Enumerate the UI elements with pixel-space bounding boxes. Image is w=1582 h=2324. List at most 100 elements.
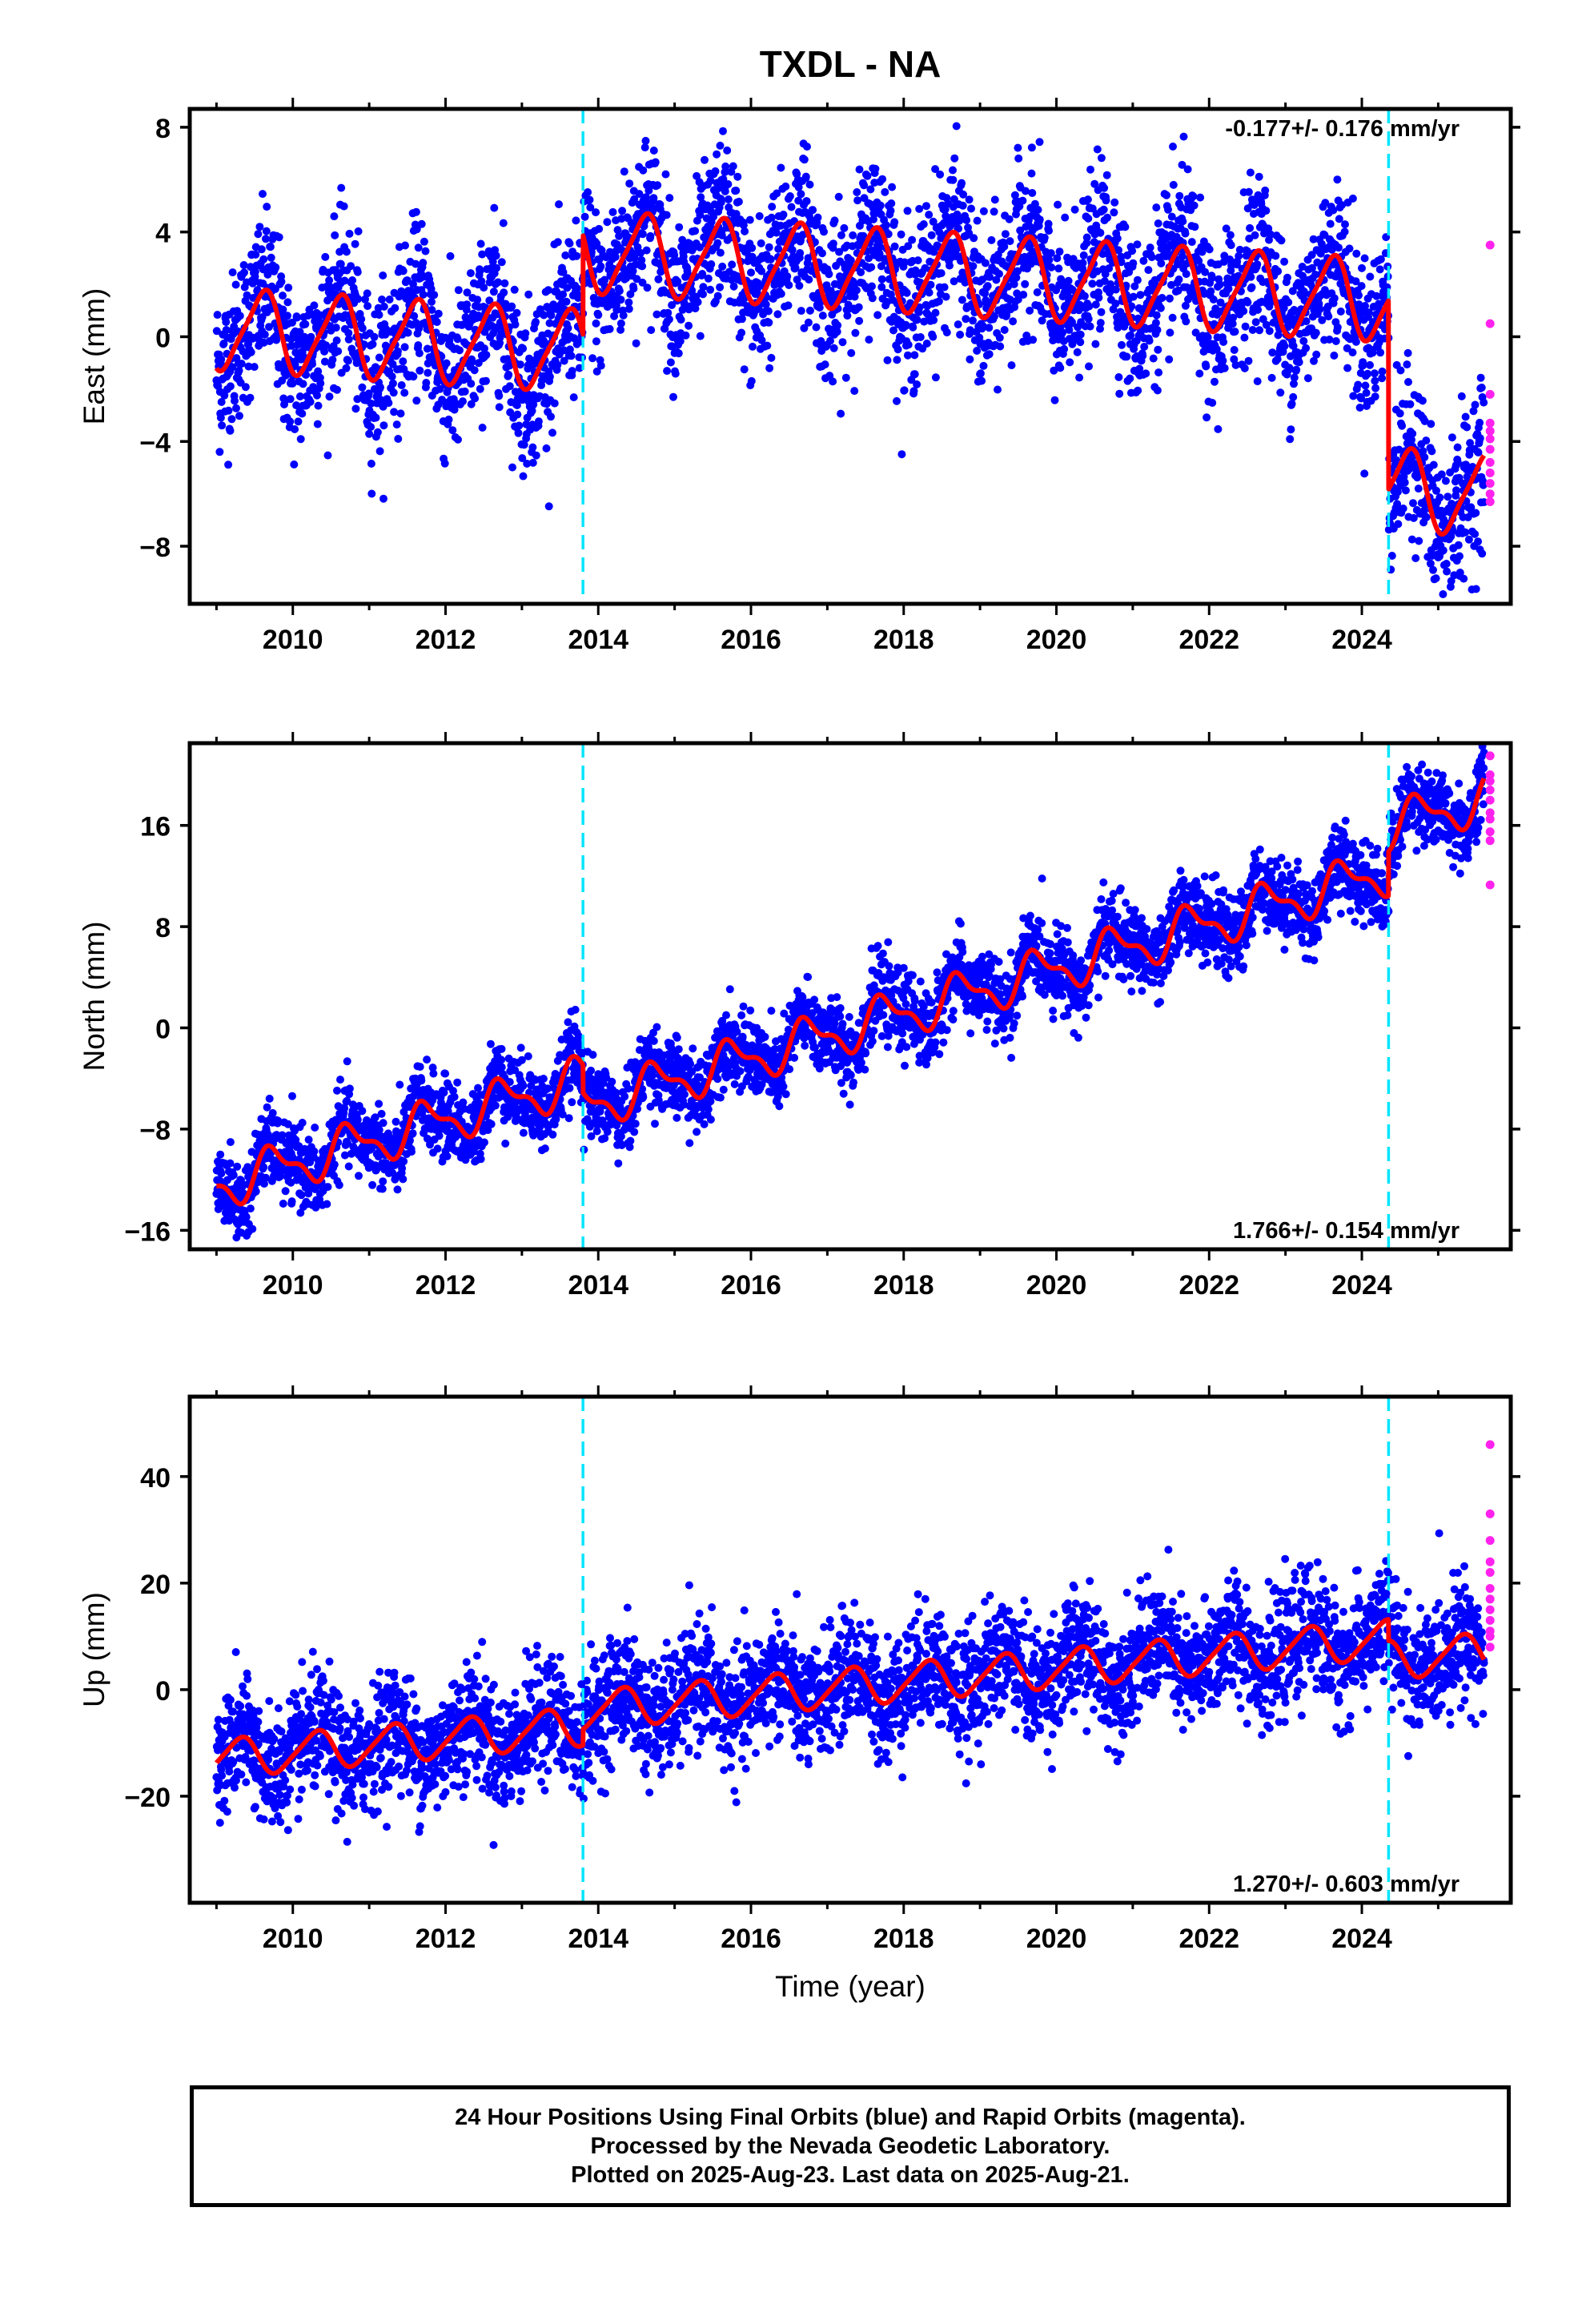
north-point (487, 1120, 496, 1128)
east-point (826, 287, 835, 296)
east-point (757, 336, 766, 344)
east-point (344, 328, 353, 337)
east-point (711, 167, 720, 175)
east-point (1091, 340, 1100, 348)
east-point (358, 324, 367, 332)
north-point (288, 1092, 296, 1100)
east-point (803, 143, 811, 151)
north-point (497, 1044, 506, 1053)
east-point (1409, 499, 1417, 508)
east-point (854, 241, 863, 250)
east-x-tick-label: 2018 (873, 625, 934, 655)
east-point (1330, 294, 1339, 303)
east-point (467, 380, 476, 388)
east-point (585, 195, 594, 204)
east-point (516, 360, 524, 369)
east-x-tick-label: 2010 (263, 625, 323, 655)
east-point (1280, 257, 1289, 266)
east-point (981, 259, 990, 267)
east-point (488, 257, 497, 266)
east-point (729, 282, 738, 291)
east-point (985, 324, 994, 332)
east-point (766, 255, 775, 263)
east-point (677, 316, 685, 324)
east-point (969, 316, 977, 325)
east-point (1422, 513, 1431, 521)
east-point (850, 292, 859, 301)
east-point (1239, 307, 1248, 316)
east-point (1054, 200, 1062, 209)
east-point (1133, 275, 1142, 284)
east-point (876, 201, 885, 210)
east-point (767, 353, 776, 362)
east-point (367, 399, 375, 408)
east-point (649, 147, 658, 155)
east-point (636, 248, 645, 257)
east-point (723, 146, 732, 155)
east-point (396, 409, 405, 418)
east-point (696, 332, 705, 340)
east-point (393, 347, 402, 356)
east-point (477, 277, 486, 286)
east-point (1203, 413, 1211, 422)
east-point (1345, 244, 1354, 253)
north-point (297, 1191, 306, 1200)
east-point (1097, 308, 1106, 316)
east-point (890, 242, 899, 251)
east-point (343, 356, 352, 365)
east-point (442, 359, 451, 368)
east-point (969, 262, 978, 271)
east-point (1178, 217, 1187, 226)
east-rapid-point (1485, 457, 1495, 467)
east-point (829, 377, 837, 386)
east-rapid-point (1485, 444, 1495, 454)
east-point (1325, 336, 1334, 344)
north-point (416, 1063, 424, 1072)
east-point (553, 360, 562, 369)
east-point (320, 347, 329, 356)
east-point (495, 403, 504, 412)
north-point (379, 1177, 387, 1186)
east-point (532, 318, 540, 326)
north-point (491, 1101, 500, 1110)
east-point (676, 337, 685, 345)
east-point (1007, 361, 1016, 370)
east-point (1289, 392, 1298, 401)
east-point (764, 307, 773, 316)
east-point (342, 364, 351, 372)
north-point (355, 1172, 363, 1180)
east-point (412, 207, 420, 216)
east-point (877, 275, 886, 283)
east-point (320, 357, 329, 366)
chart-title: TXDL - NA (760, 43, 942, 85)
east-point (942, 292, 950, 301)
east-point (716, 283, 725, 292)
east-point (520, 440, 528, 449)
east-point (568, 367, 576, 376)
east-point (1083, 195, 1092, 204)
east-point (979, 361, 988, 370)
east-point (1355, 291, 1363, 300)
east-point (697, 193, 705, 202)
east-point (927, 231, 936, 239)
east-point (1376, 348, 1385, 357)
east-point (580, 212, 589, 221)
east-point (1340, 227, 1349, 236)
east-point (619, 311, 628, 320)
east-point (482, 351, 491, 360)
east-point (612, 306, 621, 315)
east-point (1331, 337, 1340, 345)
east-point (1111, 285, 1120, 294)
east-point (796, 249, 805, 257)
east-point (767, 213, 776, 222)
east-x-tick-label: 2020 (1026, 625, 1087, 655)
east-point (544, 502, 553, 511)
north-point (480, 1138, 488, 1147)
east-point (521, 329, 530, 338)
east-point (707, 260, 716, 268)
east-point (559, 267, 568, 276)
east-point (1400, 478, 1409, 487)
east-point (219, 340, 228, 348)
east-point (962, 315, 970, 324)
east-point (331, 231, 339, 239)
